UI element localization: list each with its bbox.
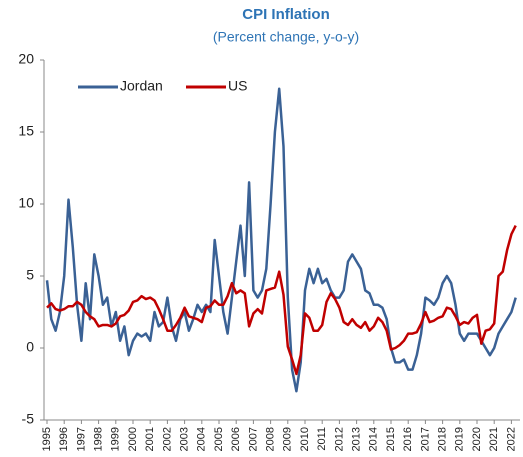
x-tick-label: 2011 — [316, 427, 328, 451]
x-tick-label: 2014 — [368, 427, 380, 451]
y-tick-label: 15 — [18, 123, 34, 139]
x-tick-label: 2017 — [419, 427, 431, 451]
x-tick-label: 2005 — [213, 427, 225, 451]
x-tick-label: 2008 — [265, 427, 277, 451]
legend-label: US — [228, 78, 247, 94]
x-tick-label: 1998 — [93, 427, 105, 451]
x-tick-label: 2015 — [385, 427, 397, 451]
y-tick-label: 10 — [18, 195, 34, 211]
x-tick-label: 2019 — [454, 427, 466, 451]
y-tick-label: -5 — [22, 411, 35, 427]
x-tick-label: 2003 — [179, 427, 191, 451]
x-tick-label: 2007 — [247, 427, 259, 451]
x-tick-label: 2022 — [505, 427, 517, 451]
x-tick-label: 2012 — [333, 427, 345, 451]
series-line — [45, 87, 517, 393]
series-line — [46, 225, 517, 376]
y-tick-label: 0 — [26, 339, 34, 355]
x-tick-label: 2013 — [351, 427, 363, 451]
x-tick-label: 1995 — [41, 427, 53, 451]
x-tick-label: 2018 — [437, 427, 449, 451]
x-tick-label: 1997 — [75, 427, 87, 451]
y-tick-label: 20 — [18, 51, 34, 67]
chart-subtitle: (Percent change, y-o-y) — [213, 29, 359, 45]
x-tick-label: 2009 — [282, 427, 294, 451]
x-tick-label: 2000 — [127, 427, 139, 451]
chart-title: CPI Inflation — [242, 6, 330, 23]
legend-label: Jordan — [120, 78, 163, 94]
x-tick-label: 2021 — [488, 427, 500, 451]
x-tick-label: 2002 — [161, 427, 173, 451]
x-tick-label: 2001 — [144, 427, 156, 451]
x-tick-label: 1996 — [58, 427, 70, 451]
x-tick-label: 2004 — [196, 427, 208, 451]
x-tick-label: 2006 — [230, 427, 242, 451]
y-tick-label: 5 — [26, 267, 34, 283]
x-tick-label: 2016 — [402, 427, 414, 451]
x-tick-label: 2020 — [471, 427, 483, 451]
x-tick-label: 2010 — [299, 427, 311, 451]
x-tick-label: 1999 — [110, 427, 122, 451]
